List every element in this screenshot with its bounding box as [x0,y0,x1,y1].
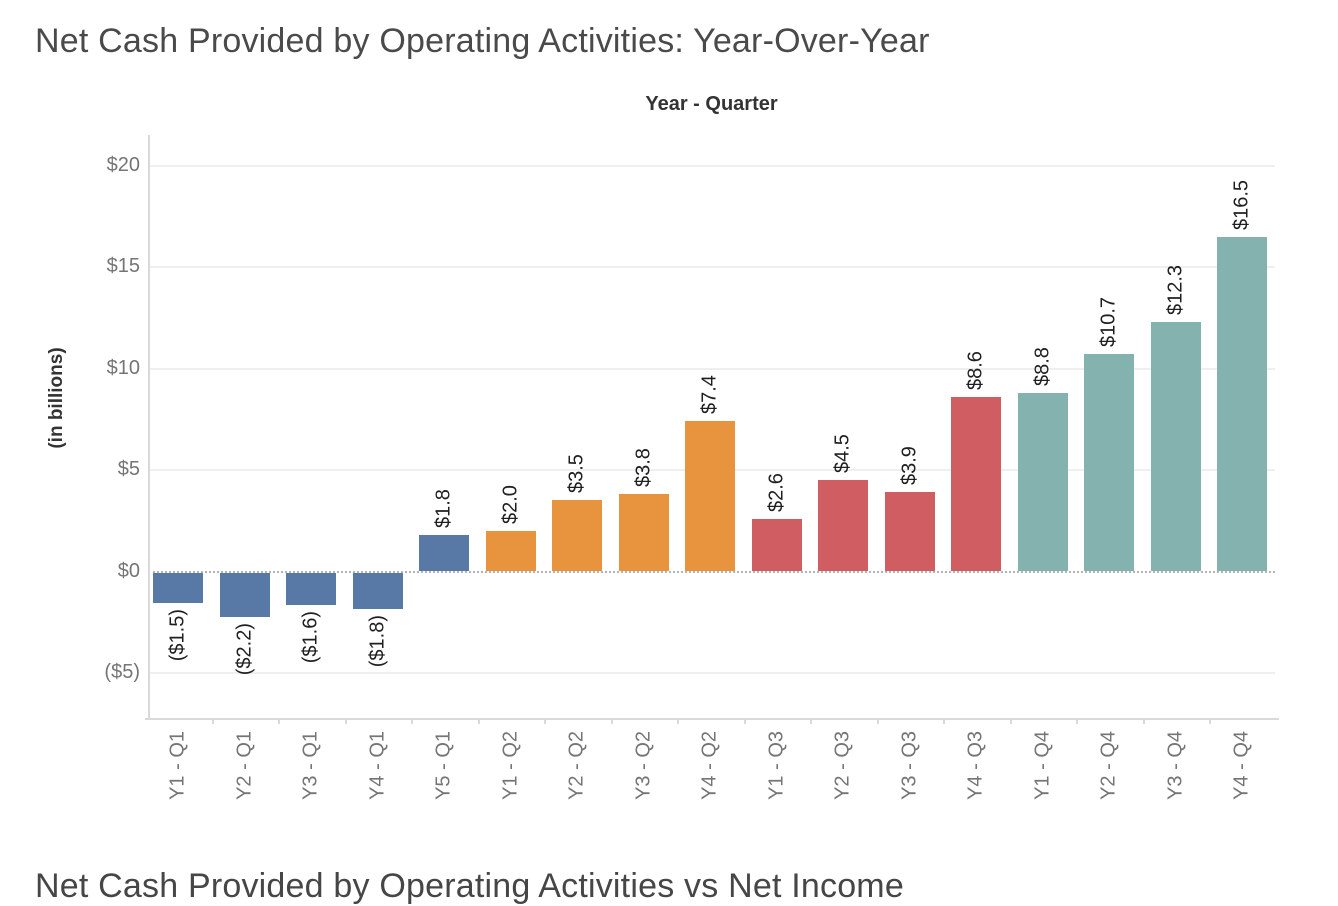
gridline [148,164,1275,167]
bar[interactable] [951,396,1002,572]
x-axis-tick [1009,718,1012,724]
bar[interactable] [419,534,470,572]
x-tick-label: Y4 - Q4 [1230,731,1253,800]
x-axis-line [145,718,1279,720]
bar[interactable] [286,572,337,605]
bar[interactable] [485,530,536,572]
bar-value-label: ($2.2) [233,623,256,676]
gridline [148,367,1275,370]
y-tick-label: $5 [117,458,140,480]
bar-value-label: ($1.8) [366,615,389,668]
bar[interactable] [1150,321,1201,572]
x-tick-label: Y5 - Q1 [432,731,455,800]
x-tick-label: Y1 - Q3 [765,731,788,800]
bar-value-label: $12.3 [1164,264,1187,315]
y-tick-label: $0 [117,559,140,582]
bar[interactable] [618,494,669,572]
x-tick-label: Y4 - Q2 [698,731,721,800]
bar-value-label: $2.0 [499,484,522,524]
x-tick-label: Y2 - Q3 [831,731,854,800]
bar-value-label: $2.6 [765,472,788,512]
y-tick-label: $20 [106,153,140,176]
bar-value-label: $1.8 [432,489,455,528]
bar[interactable] [685,421,736,572]
x-tick-label: Y1 - Q2 [499,731,522,800]
bar[interactable] [1017,392,1068,572]
x-axis-tick [876,718,879,724]
bar-value-label: $3.5 [565,454,588,494]
x-axis-tick [1142,718,1145,724]
bar-value-label: $3.8 [632,448,655,488]
x-tick-label: Y3 - Q2 [632,731,655,800]
y-tick-label: $10 [106,356,140,379]
x-tick-label: Y2 - Q1 [233,731,256,800]
x-axis-tick [278,718,280,724]
x-axis-tick [743,718,746,724]
x-axis-tick [677,718,679,724]
x-axis-tick [211,718,214,724]
next-chart-title: Net Cash Provided by Operating Activitie… [35,867,904,905]
x-axis-tick [411,718,413,724]
bar-value-label: ($1.5) [166,608,189,662]
bar-value-label: $7.4 [698,375,721,415]
bar[interactable] [153,572,204,603]
x-axis-title: Year - Quarter [645,93,778,115]
bar[interactable] [219,572,270,618]
x-axis-tick [544,718,546,724]
bar[interactable] [552,500,603,572]
x-tick-label: Y4 - Q3 [964,731,987,800]
x-axis-tick [1076,718,1078,724]
x-tick-label: Y2 - Q4 [1097,731,1120,800]
x-axis-tick [610,718,613,724]
x-axis-tick [477,718,480,724]
x-tick-label: Y3 - Q3 [898,731,921,800]
bar[interactable] [751,518,802,572]
x-tick-label: Y3 - Q4 [1164,731,1187,800]
bar[interactable] [1217,236,1268,572]
x-tick-label: Y4 - Q1 [366,731,389,800]
x-tick-label: Y1 - Q4 [1031,731,1054,800]
y-tick-label: ($5) [104,661,140,683]
bar-value-label: $3.9 [898,446,921,486]
bar[interactable] [884,492,935,572]
bar-value-label: ($1.6) [299,610,322,664]
gridline [148,266,1275,268]
bar-value-label: $10.7 [1097,297,1120,348]
y-tick-label: $15 [106,255,140,277]
x-tick-label: Y2 - Q2 [565,731,588,800]
x-axis-tick [344,718,347,724]
x-axis-tick [1209,718,1211,724]
bar-value-label: $4.5 [831,434,854,474]
x-tick-label: Y1 - Q1 [166,731,189,800]
x-axis-tick [810,718,812,724]
y-axis-line [148,135,150,718]
bar[interactable] [352,572,403,610]
bar-value-label: $8.8 [1031,346,1054,386]
x-tick-label: Y3 - Q1 [299,731,322,800]
bar[interactable] [818,480,869,572]
bar-value-label: $8.6 [964,350,987,390]
chart-title: Net Cash Provided by Operating Activitie… [35,22,930,60]
x-axis-tick [943,718,945,724]
gridline [148,672,1275,674]
zero-gridline [148,570,1275,573]
bar[interactable] [1084,354,1135,572]
bar-value-label: $16.5 [1230,179,1253,230]
